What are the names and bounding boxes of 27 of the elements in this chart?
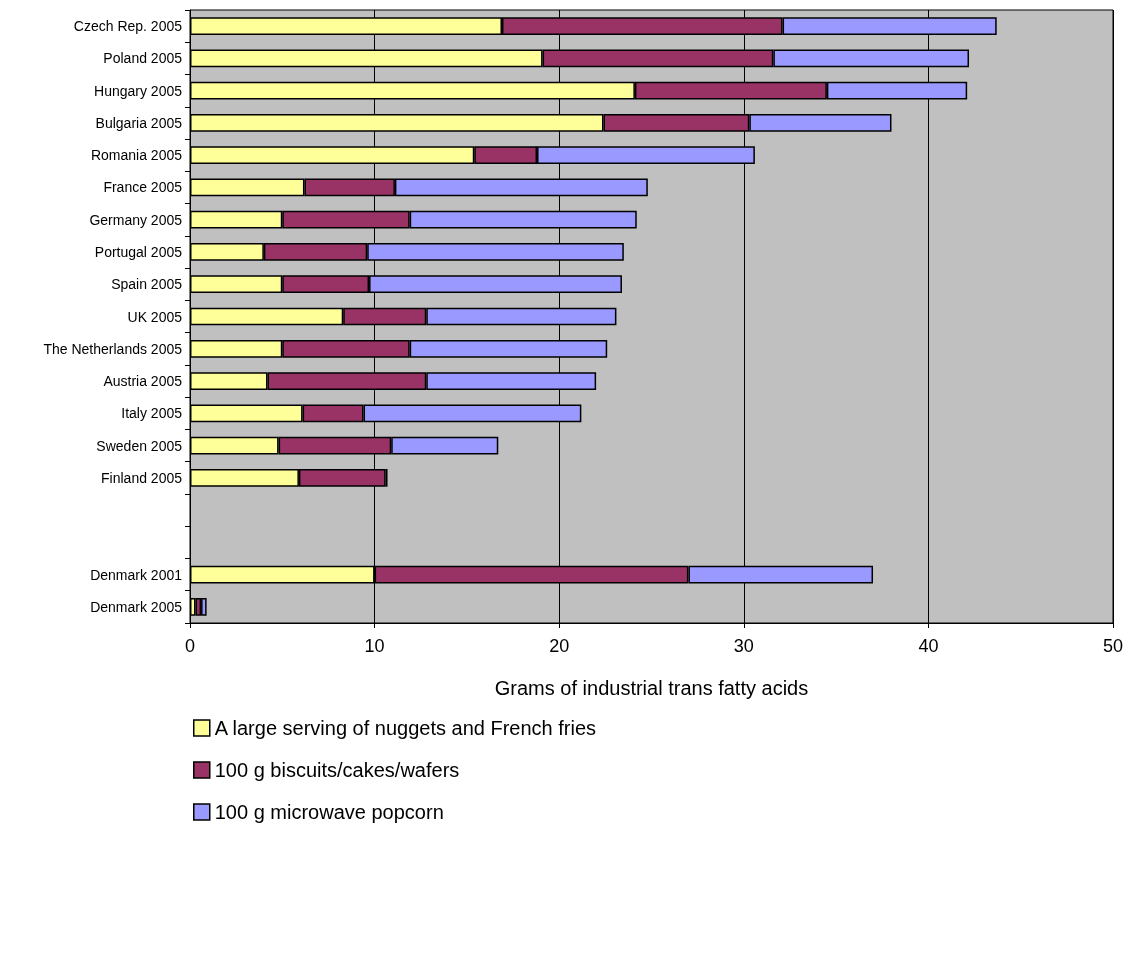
y-tick-label: Czech Rep. 2005 <box>73 18 183 35</box>
y-tick-label: Romania 2005 <box>90 147 183 164</box>
y-tick-label: Portugal 2005 <box>94 243 183 260</box>
y-tick-label: Denmark 2005 <box>90 598 183 615</box>
x-tick-label: 10 <box>364 636 385 656</box>
x-tick-label: 0 <box>184 636 196 656</box>
x-tick-label: 50 <box>1102 636 1124 656</box>
y-tick-label: UK 2005 <box>127 308 183 325</box>
y-tick-label: Finland 2005 <box>101 469 183 486</box>
y-tick-label: Poland 2005 <box>103 50 183 67</box>
y-tick-label: Italy 2005 <box>121 405 183 422</box>
y-tick-label: France 2005 <box>103 179 183 196</box>
y-tick-label: Bulgaria 2005 <box>95 114 183 131</box>
y-tick-label: Germany 2005 <box>89 211 183 228</box>
y-tick-label: Denmark 2001 <box>90 566 183 583</box>
y-tick-label: Hungary 2005 <box>94 82 183 99</box>
y-tick-label: Austria 2005 <box>103 373 183 390</box>
legend-label: 100 g microwave popcorn <box>214 801 444 823</box>
x-tick-label: 20 <box>549 636 570 656</box>
x-tick-label: 40 <box>918 636 939 656</box>
x-axis-title: Grams of industrial trans fatty acids <box>494 677 809 699</box>
legend-label: 100 g biscuits/cakes/wafers <box>214 759 460 781</box>
x-tick-label: 30 <box>733 636 754 656</box>
legend-label: A large serving of nuggets and French fries <box>214 717 597 739</box>
y-tick-label: Sweden 2005 <box>96 437 183 454</box>
y-tick-label: The Netherlands 2005 <box>43 340 183 357</box>
y-tick-label: Spain 2005 <box>111 276 183 293</box>
